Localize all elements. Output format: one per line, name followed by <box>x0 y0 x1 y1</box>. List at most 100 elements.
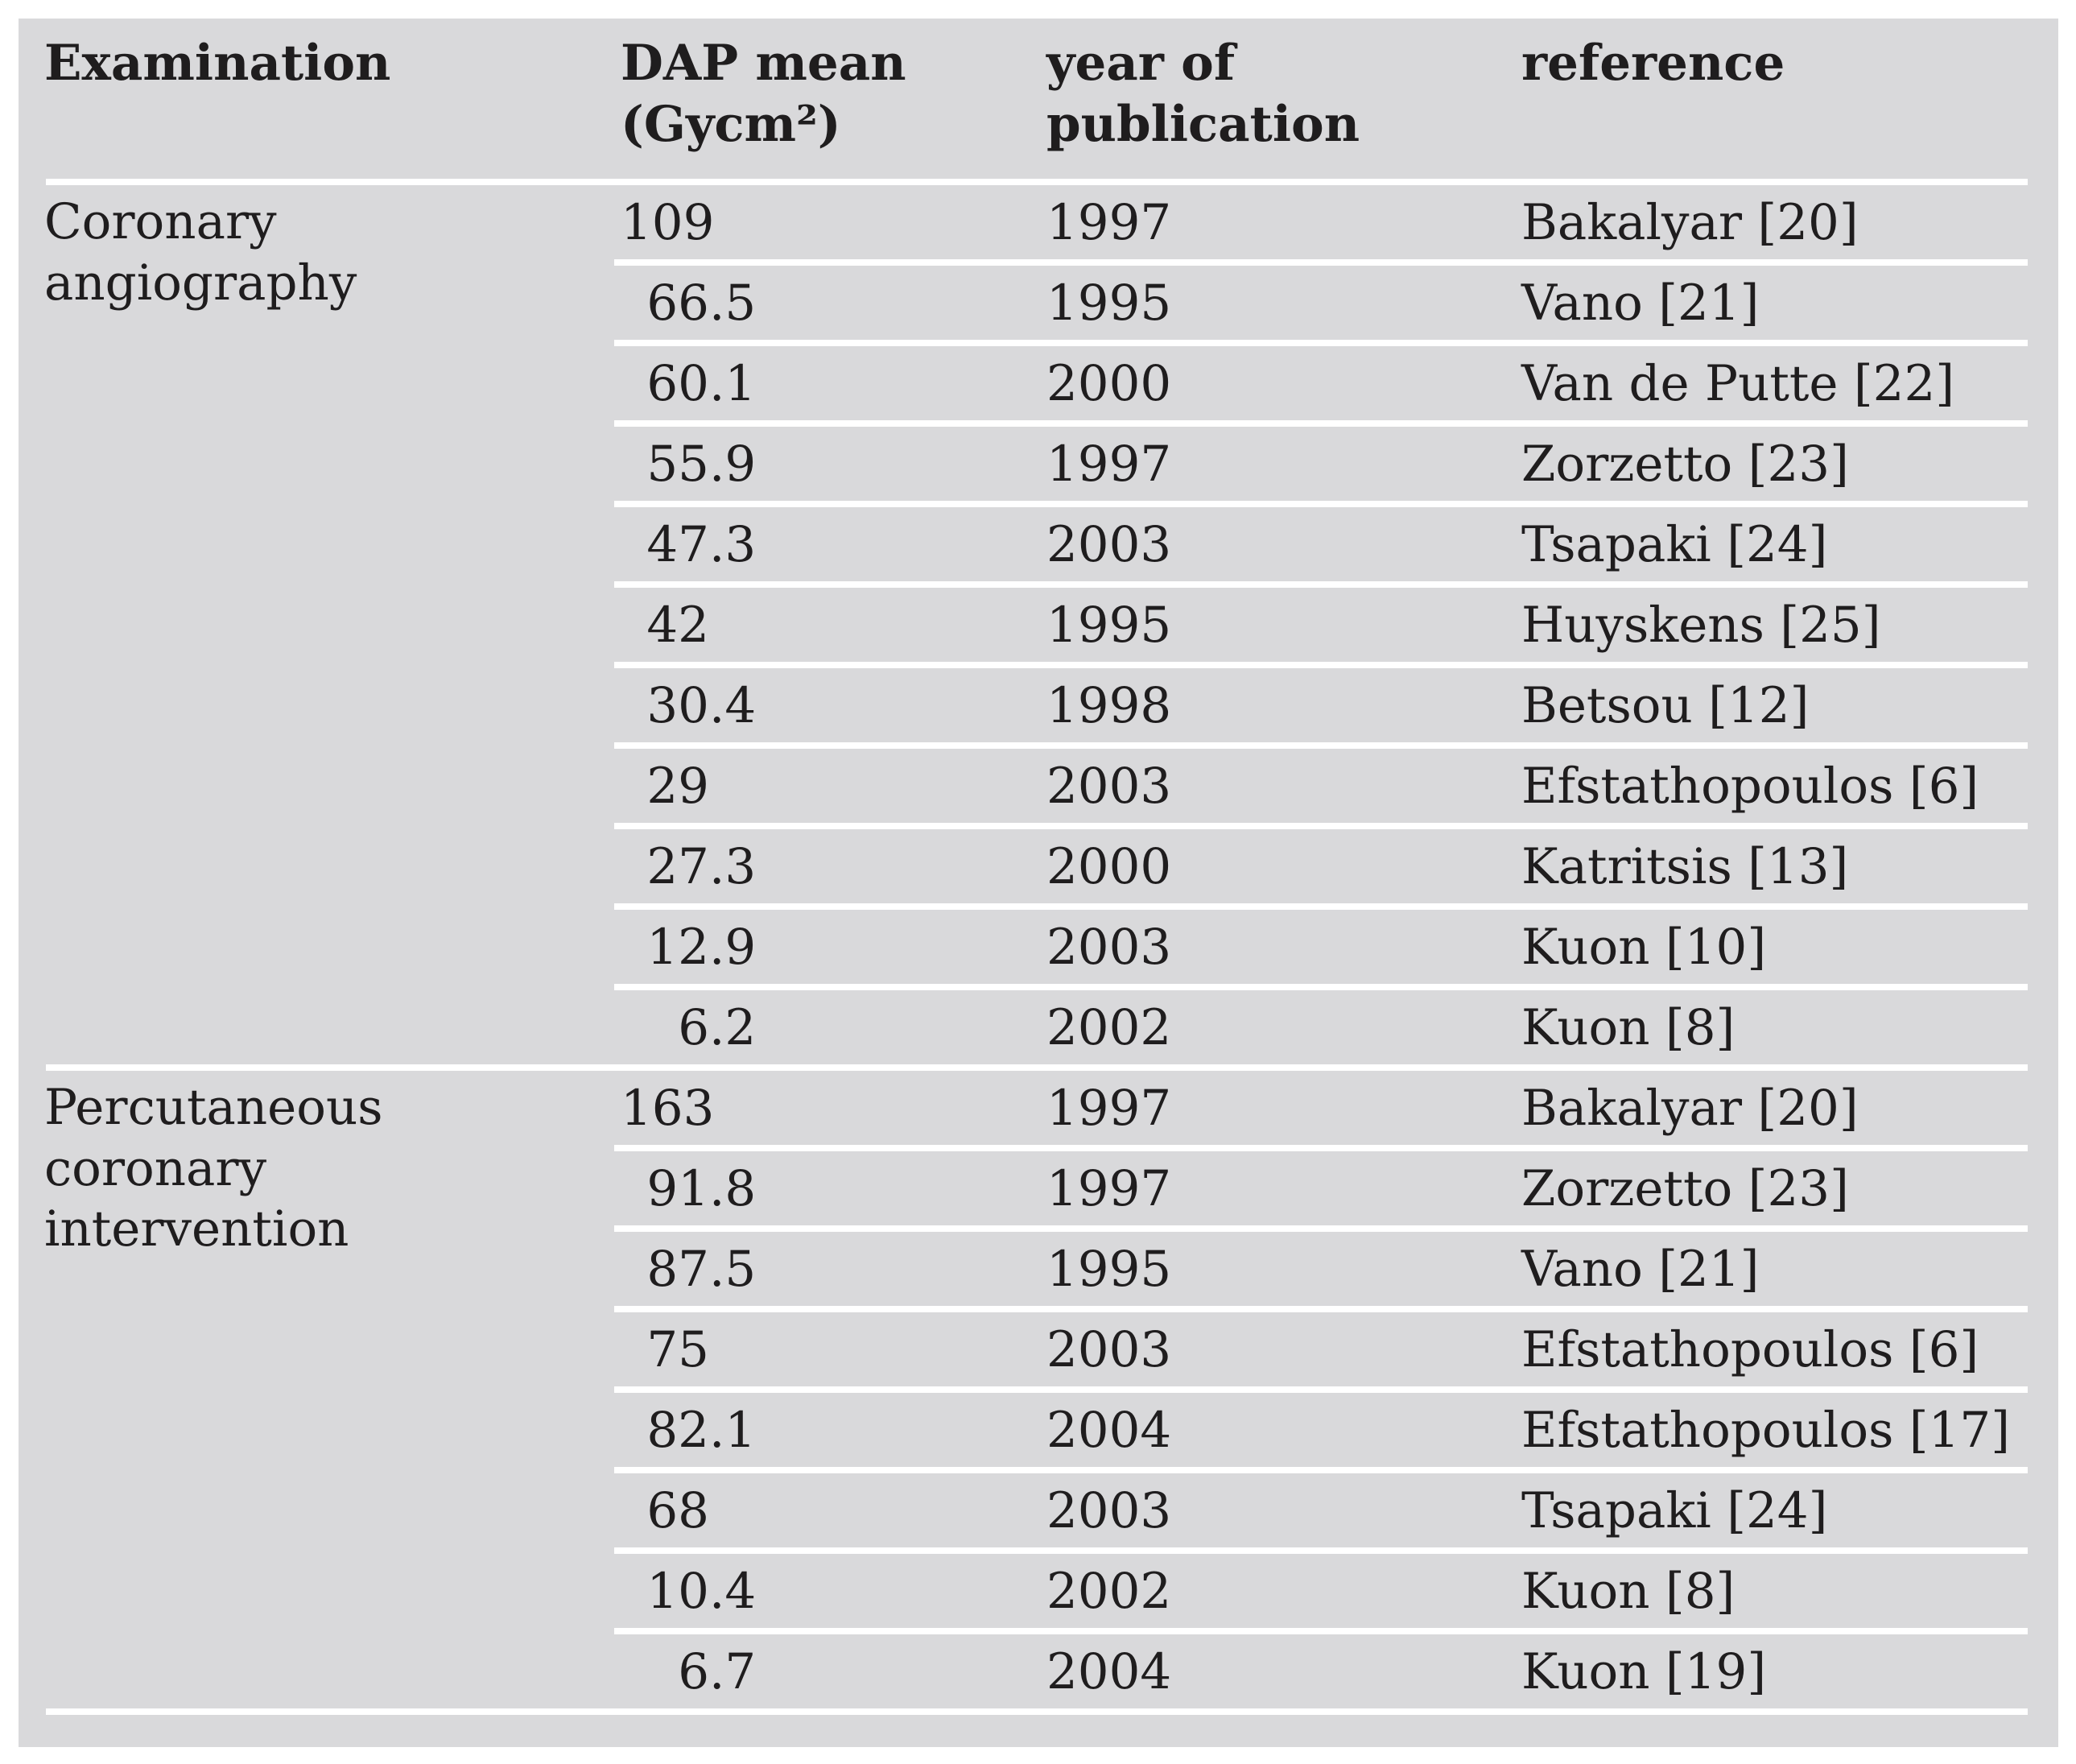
table-row: 12.9 2003 Kuon [10] <box>614 910 2058 984</box>
row-separator <box>614 340 2028 346</box>
cell-year: 2000 <box>1046 837 1172 895</box>
cell-reference: Vano [21] <box>1521 274 1760 332</box>
cell-dap-mean: 66.5 <box>614 275 1046 332</box>
cell-year: 1995 <box>1046 1240 1172 1298</box>
cell-year: 1995 <box>1046 274 1172 332</box>
cell-reference: Kuon [8] <box>1521 998 1736 1056</box>
header-separator <box>46 179 2028 185</box>
table-row: 6.2 2002 Kuon [8] <box>614 990 2058 1064</box>
cell-dap-mean: 47.3 <box>614 516 1046 573</box>
group-separator <box>46 1064 2028 1071</box>
dap-fraction-part: .4 <box>709 676 757 734</box>
dap-integer-part: 6 <box>678 998 709 1056</box>
dap-fraction-part: .3 <box>709 837 757 895</box>
table-row: 55.9 1997 Zorzetto [23] <box>614 427 2058 501</box>
cell-year: 2004 <box>1046 1642 1172 1700</box>
dap-integer-part: 60 <box>646 354 709 412</box>
cell-dap-mean: 60.1 <box>614 355 1046 412</box>
row-separator <box>614 1145 2028 1151</box>
dap-integer-part: 47 <box>646 515 709 573</box>
row-separator <box>614 1467 2028 1473</box>
examination-label: Percutaneous coronary intervention <box>44 1079 383 1258</box>
cell-year: 2003 <box>1046 1481 1172 1539</box>
dap-fraction-part: .7 <box>709 1642 757 1700</box>
table-row: 68 2003 Tsapaki [24] <box>614 1473 2058 1547</box>
dap-integer-part: 27 <box>646 837 709 895</box>
column-header-dap-mean: DAP mean (Gycm²) <box>621 35 906 153</box>
dap-fraction-part: .9 <box>709 918 757 976</box>
row-separator <box>614 984 2028 990</box>
cell-reference: Zorzetto [23] <box>1521 435 1849 493</box>
cell-dap-mean: 82.1 <box>614 1402 1046 1459</box>
cell-dap-mean: 30.4 <box>614 677 1046 734</box>
row-separator <box>614 662 2028 668</box>
row-separator <box>614 903 2028 910</box>
cell-year: 2003 <box>1046 1320 1172 1378</box>
dap-integer-part: 29 <box>646 757 709 815</box>
cell-dap-mean: 163 <box>614 1080 1046 1137</box>
cell-reference: Vano [21] <box>1521 1240 1760 1298</box>
dap-fraction-part: .9 <box>709 435 757 493</box>
column-header-year: year of publication <box>1046 35 1360 153</box>
cell-dap-mean: 75 <box>614 1321 1046 1378</box>
row-separator <box>614 501 2028 507</box>
dose-table-panel: Examination DAP mean (Gycm²) year of pub… <box>19 19 2058 1747</box>
cell-year: 2003 <box>1046 918 1172 976</box>
table-row: 82.1 2004 Efstathopoulos [17] <box>614 1393 2058 1467</box>
table-row: 60.1 2000 Van de Putte [22] <box>614 346 2058 420</box>
dap-integer-part: 30 <box>646 676 709 734</box>
row-separator <box>614 581 2028 588</box>
table-row: 30.4 1998 Betsou [12] <box>614 668 2058 742</box>
column-header-examination: Examination <box>44 35 391 92</box>
cell-reference: Efstathopoulos [6] <box>1521 1320 1979 1378</box>
dap-integer-part: 10 <box>646 1562 709 1620</box>
dap-fraction-part: .5 <box>709 1240 757 1298</box>
cell-dap-mean: 6.2 <box>614 999 1046 1056</box>
cell-year: 1997 <box>1046 193 1172 251</box>
dap-integer-part: 66 <box>646 274 709 332</box>
table-row: 10.4 2002 Kuon [8] <box>614 1554 2058 1628</box>
cell-reference: Kuon [19] <box>1521 1642 1767 1700</box>
table-row: 47.3 2003 Tsapaki [24] <box>614 507 2058 581</box>
cell-dap-mean: 42 <box>614 597 1046 654</box>
dap-integer-part: 75 <box>646 1320 709 1378</box>
cell-dap-mean: 6.7 <box>614 1643 1046 1700</box>
cell-year: 2002 <box>1046 998 1172 1056</box>
row-separator <box>614 742 2028 749</box>
dap-integer-part: 109 <box>621 193 715 251</box>
cell-year: 2003 <box>1046 757 1172 815</box>
row-separator <box>614 1225 2028 1232</box>
cell-year: 2002 <box>1046 1562 1172 1620</box>
dap-integer-part: 68 <box>646 1481 709 1539</box>
group-rows: 163 1997 Bakalyar [20] 91.8 1997 Zorzett… <box>614 1071 2058 1708</box>
dap-integer-part: 163 <box>621 1079 715 1137</box>
dap-integer-part: 6 <box>678 1642 709 1700</box>
table-row: 163 1997 Bakalyar [20] <box>614 1071 2058 1145</box>
dap-fraction-part: .1 <box>709 354 757 412</box>
row-separator <box>614 259 2028 266</box>
row-separator <box>614 420 2028 427</box>
bottom-separator <box>46 1708 2028 1715</box>
table-header-row: Examination DAP mean (Gycm²) year of pub… <box>19 19 2058 179</box>
dap-integer-part: 82 <box>646 1401 709 1459</box>
cell-reference: Van de Putte [22] <box>1521 354 1955 412</box>
cell-dap-mean: 12.9 <box>614 919 1046 976</box>
cell-dap-mean: 68 <box>614 1482 1046 1539</box>
dap-fraction-part: .1 <box>709 1401 757 1459</box>
row-separator <box>614 1547 2028 1554</box>
dap-fraction-part: .8 <box>709 1159 757 1217</box>
column-header-reference: reference <box>1521 35 1785 92</box>
table-row: 29 2003 Efstathopoulos [6] <box>614 749 2058 823</box>
cell-year: 1997 <box>1046 1079 1172 1137</box>
table-row: 109 1997 Bakalyar [20] <box>614 185 2058 259</box>
dap-integer-part: 55 <box>646 435 709 493</box>
cell-year: 2003 <box>1046 515 1172 573</box>
cell-dap-mean: 10.4 <box>614 1563 1046 1620</box>
dap-fraction-part: .3 <box>709 515 757 573</box>
cell-reference: Huyskens [25] <box>1521 596 1881 654</box>
examination-label: Coronary angiography <box>44 193 357 312</box>
cell-year: 1998 <box>1046 676 1172 734</box>
table-row: 75 2003 Efstathopoulos [6] <box>614 1312 2058 1386</box>
cell-year: 2004 <box>1046 1401 1172 1459</box>
group-percutaneous-coronary-intervention: Percutaneous coronary intervention 163 1… <box>19 1071 2058 1708</box>
